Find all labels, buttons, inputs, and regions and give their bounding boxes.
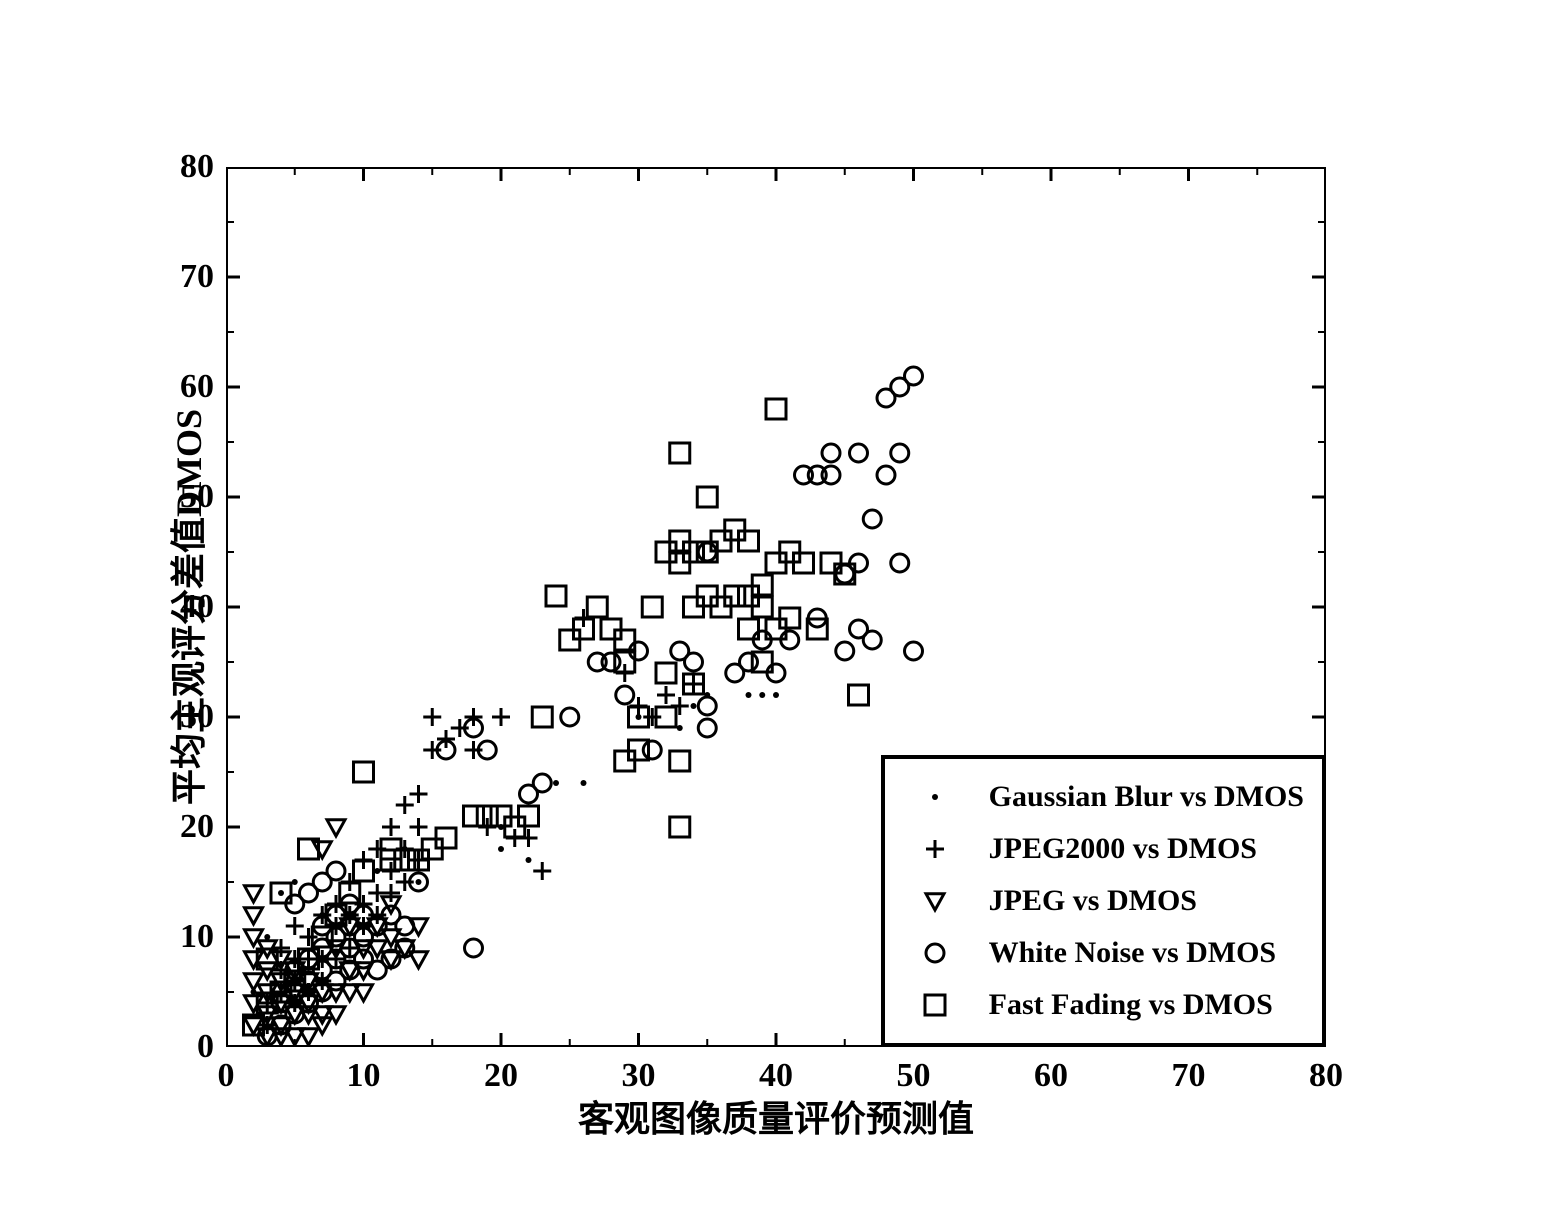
legend: Gaussian Blur vs DMOS JPEG2000 vs DMOS JPE… <box>881 755 1326 1047</box>
y-tick-label: 60 <box>180 368 226 406</box>
legend-label: White Noise vs DMOS <box>989 936 1277 970</box>
y-tick-label: 30 <box>180 698 226 736</box>
x-tick-label: 80 <box>1309 1047 1343 1095</box>
legend-item: JPEG2000 vs DMOS <box>899 823 1304 875</box>
y-tick-label: 10 <box>180 918 226 956</box>
circ-marker-icon <box>899 933 971 973</box>
y-tick-label: 20 <box>180 808 226 846</box>
scatter-chart: 平均主观评分差值DMOS 客观图像质量评价预测值 Gaussian Blur v… <box>226 167 1326 1047</box>
x-tick-label: 40 <box>759 1047 793 1095</box>
legend-item: JPEG vs DMOS <box>899 875 1304 927</box>
x-tick-label: 20 <box>484 1047 518 1095</box>
legend-label: JPEG vs DMOS <box>989 884 1197 918</box>
square-marker-icon <box>899 985 971 1025</box>
plus-marker-icon <box>899 829 971 869</box>
y-tick-label: 70 <box>180 258 226 296</box>
legend-item: White Noise vs DMOS <box>899 927 1304 979</box>
x-tick-label: 30 <box>622 1047 656 1095</box>
legend-label: Fast Fading vs DMOS <box>989 988 1273 1022</box>
y-tick-label: 40 <box>180 588 226 626</box>
x-tick-label: 60 <box>1034 1047 1068 1095</box>
dot-marker-icon <box>899 777 971 817</box>
x-tick-label: 10 <box>347 1047 381 1095</box>
y-tick-label: 50 <box>180 478 226 516</box>
legend-item: Gaussian Blur vs DMOS <box>899 771 1304 823</box>
x-tick-label: 70 <box>1172 1047 1206 1095</box>
tri-marker-icon <box>899 881 971 921</box>
y-tick-label: 0 <box>197 1028 226 1066</box>
legend-label: JPEG2000 vs DMOS <box>989 832 1257 866</box>
legend-item: Fast Fading vs DMOS <box>899 979 1304 1031</box>
x-tick-label: 50 <box>897 1047 931 1095</box>
y-tick-label: 80 <box>180 148 226 186</box>
x-axis-label: 客观图像质量评价预测值 <box>578 1090 974 1142</box>
legend-label: Gaussian Blur vs DMOS <box>989 780 1304 814</box>
